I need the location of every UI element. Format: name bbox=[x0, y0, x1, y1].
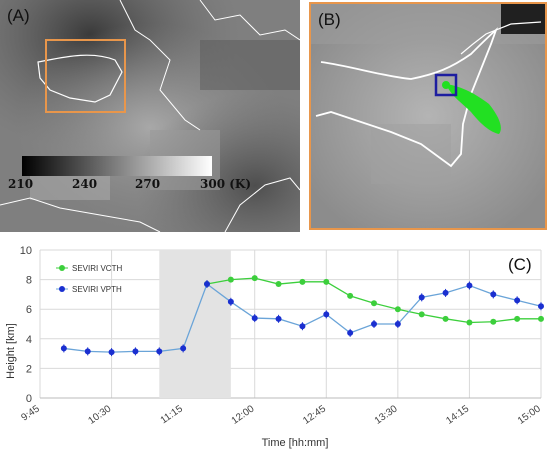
data-point-vcth bbox=[275, 281, 282, 288]
data-point-vpth bbox=[204, 281, 210, 288]
data-point-vpth bbox=[227, 298, 234, 305]
vent-box bbox=[434, 73, 458, 97]
data-point-vpth bbox=[538, 303, 544, 310]
data-point-vcth bbox=[299, 278, 306, 285]
legend-marker-vcth bbox=[59, 265, 65, 271]
colorbar-tick: 270 bbox=[135, 177, 161, 191]
legend: SEVIRI VCTH SEVIRI VPTH bbox=[56, 264, 122, 294]
data-point-vpth bbox=[251, 315, 258, 322]
y-tick-label: 10 bbox=[20, 245, 32, 257]
data-point-vcth bbox=[442, 315, 449, 322]
data-point-vpth bbox=[442, 289, 449, 296]
data-point-vpth bbox=[275, 315, 282, 322]
data-point-vpth bbox=[299, 323, 306, 330]
zoom-map-panel-b: (B) bbox=[309, 2, 547, 230]
panel-a-label: (A) bbox=[7, 6, 30, 25]
x-tick-label: 13:30 bbox=[373, 403, 400, 427]
data-point-vpth bbox=[156, 348, 163, 355]
data-point-vpth bbox=[84, 348, 91, 355]
zoom-box bbox=[45, 39, 126, 113]
data-point-vpth bbox=[514, 297, 521, 304]
data-point-vpth bbox=[180, 345, 187, 352]
data-point-vcth bbox=[347, 292, 354, 299]
y-tick-label: 4 bbox=[26, 334, 32, 346]
legend-label-vpth: SEVIRI VPTH bbox=[72, 285, 122, 294]
data-point-vpth bbox=[418, 294, 425, 301]
panel-b-label: (B) bbox=[318, 10, 341, 29]
y-tick-label: 8 bbox=[26, 275, 32, 287]
colorbar-tick: 300 (K) bbox=[200, 177, 252, 191]
x-tick-label: 10:30 bbox=[86, 403, 113, 427]
satellite-map-panel-a: (A) 210 240 270 300 (K) bbox=[0, 0, 300, 232]
data-point-vpth bbox=[394, 321, 401, 327]
x-tick-label: 15:00 bbox=[516, 403, 543, 427]
data-point-vcth bbox=[371, 300, 377, 307]
y-tick-label: 2 bbox=[26, 363, 32, 375]
shaded-interval bbox=[159, 250, 231, 398]
data-point-vpth bbox=[132, 348, 139, 355]
height-timeseries-chart: 0 2 4 6 8 10 9:45 10:30 11:15 12:00 12:45 13:30 14:1… bbox=[0, 238, 550, 452]
x-tick-label: 11:15 bbox=[159, 403, 186, 426]
data-point-vpth bbox=[490, 291, 497, 298]
x-axis-label: Time [hh:mm] bbox=[262, 437, 329, 449]
data-point-vpth bbox=[347, 329, 354, 336]
data-point-vcth bbox=[466, 319, 473, 326]
legend-label-vcth: SEVIRI VCTH bbox=[72, 264, 122, 273]
data-point-vcth bbox=[490, 318, 497, 325]
data-point-vcth bbox=[514, 315, 521, 322]
map-a-image bbox=[0, 0, 300, 232]
data-point-vpth bbox=[371, 321, 377, 327]
panel-c-label: (C) bbox=[508, 255, 532, 274]
chart-svg: 0 2 4 6 8 10 9:45 10:30 11:15 12:00 12:45 13:30 14:1… bbox=[5, 245, 544, 449]
x-tick-label: 12:00 bbox=[230, 403, 257, 427]
x-tick-label: 9:45 bbox=[19, 403, 42, 423]
map-b-image bbox=[311, 4, 545, 228]
data-point-vpth bbox=[466, 282, 473, 289]
data-point-vcth bbox=[227, 276, 234, 283]
x-tick-label: 14:15 bbox=[444, 403, 471, 427]
y-tick-label: 0 bbox=[26, 393, 32, 405]
data-point-vcth bbox=[394, 306, 401, 313]
y-axis-label: Height [km] bbox=[5, 323, 17, 379]
data-point-vpth bbox=[60, 345, 67, 352]
colorbar-tick: 210 bbox=[8, 177, 34, 191]
data-point-vcth bbox=[323, 278, 330, 285]
data-point-vcth bbox=[251, 275, 258, 282]
colorbar-tick: 240 bbox=[72, 177, 98, 191]
y-tick-label: 6 bbox=[26, 304, 32, 316]
plume bbox=[446, 84, 501, 134]
legend-marker-vpth bbox=[59, 286, 65, 292]
colorbar bbox=[22, 156, 212, 176]
x-tick-label: 12:45 bbox=[301, 403, 328, 427]
data-point-vpth bbox=[323, 311, 330, 318]
data-point-vcth bbox=[538, 315, 544, 322]
data-point-vpth bbox=[108, 349, 115, 356]
data-point-vcth bbox=[418, 311, 425, 318]
